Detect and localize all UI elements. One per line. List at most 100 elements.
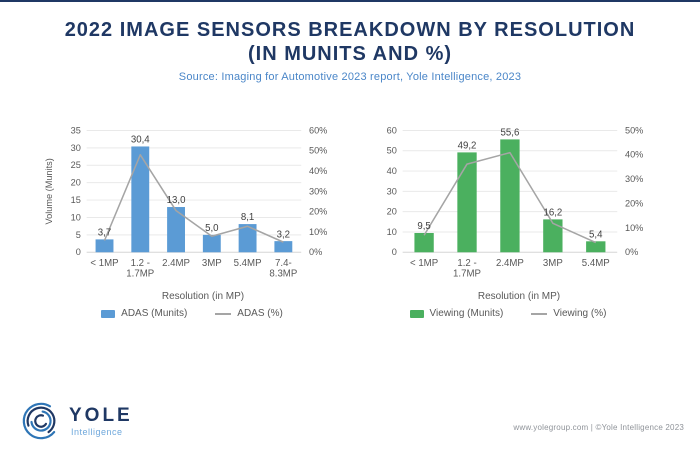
right-axis-ticks: 0% 10% 20% 30% 40% 50% 60% bbox=[309, 125, 327, 257]
svg-text:30: 30 bbox=[71, 143, 81, 153]
svg-text:10%: 10% bbox=[309, 227, 327, 237]
page-title: 2022 IMAGE SENSORS BREAKDOWN BY RESOLUTI… bbox=[0, 18, 700, 66]
bar bbox=[202, 234, 221, 253]
bars bbox=[95, 146, 293, 253]
adas-chart: 0 5 10 15 20 25 30 35 0% 10% 20% 30% 40% 50% 60% 3,7 30,… bbox=[44, 125, 327, 280]
svg-text:3MP: 3MP bbox=[543, 258, 563, 269]
svg-text:0: 0 bbox=[392, 247, 397, 257]
svg-text:10: 10 bbox=[387, 227, 397, 237]
bar bbox=[414, 232, 434, 253]
footer-credit: www.yolegroup.com | ©Yole Intelligence 2… bbox=[513, 423, 684, 432]
brand-name: YOLE bbox=[69, 404, 133, 426]
charts-row: 0 5 10 15 20 25 30 35 0% 10% 20% 30% 40% 50% 60% 3,7 30,… bbox=[0, 115, 700, 319]
svg-text:49,2: 49,2 bbox=[458, 141, 477, 152]
svg-text:3MP: 3MP bbox=[202, 258, 222, 269]
bar bbox=[457, 152, 477, 253]
viewing-x-axis-title: Resolution (in MP) bbox=[477, 291, 561, 302]
bar bbox=[95, 239, 114, 253]
right-axis-ticks: 0% 10% 20% 30% 40% 50% bbox=[625, 125, 643, 257]
svg-text:5: 5 bbox=[76, 230, 81, 240]
bar bbox=[238, 224, 257, 253]
adas-legend: ADAS (Munits) ADAS (%) bbox=[42, 308, 342, 319]
bar bbox=[543, 219, 563, 253]
svg-text:1.2 -1.7MP: 1.2 -1.7MP bbox=[126, 258, 154, 280]
left-axis-ticks: 0 10 20 30 40 50 60 bbox=[387, 125, 397, 257]
left-axis-ticks: 0 5 10 15 20 25 30 35 bbox=[71, 125, 81, 257]
bar bbox=[274, 241, 293, 253]
svg-text:25: 25 bbox=[71, 160, 81, 170]
svg-text:13,0: 13,0 bbox=[167, 195, 186, 206]
svg-text:55,6: 55,6 bbox=[501, 128, 520, 139]
adas-bar-legend-label: ADAS (Munits) bbox=[121, 308, 188, 319]
bar bbox=[167, 207, 185, 253]
svg-text:5,0: 5,0 bbox=[205, 223, 218, 234]
bar bbox=[500, 139, 520, 253]
bar bbox=[131, 146, 150, 253]
svg-text:0%: 0% bbox=[625, 247, 638, 257]
svg-text:35: 35 bbox=[71, 125, 81, 135]
svg-text:50%: 50% bbox=[309, 146, 327, 156]
svg-text:3,7: 3,7 bbox=[98, 228, 111, 239]
svg-text:60: 60 bbox=[387, 125, 397, 135]
svg-text:0%: 0% bbox=[309, 247, 322, 257]
x-axis-labels: < 1MP 1.2 -1.7MP 2.4MP 3MP 5.4MP 7.4-8.3MP bbox=[90, 258, 297, 280]
svg-text:< 1MP: < 1MP bbox=[410, 258, 438, 269]
svg-text:20: 20 bbox=[387, 207, 397, 217]
adas-bar-swatch bbox=[101, 309, 116, 318]
svg-text:5.4MP: 5.4MP bbox=[582, 258, 610, 269]
yole-logo: YOLE Intelligence bbox=[20, 400, 133, 442]
adas-line-legend-label: ADAS (%) bbox=[237, 308, 283, 319]
svg-text:20%: 20% bbox=[309, 207, 327, 217]
page-title-line1: 2022 IMAGE SENSORS BREAKDOWN BY RESOLUTI… bbox=[64, 19, 636, 41]
svg-text:60%: 60% bbox=[309, 125, 327, 135]
brand-subtitle: Intelligence bbox=[71, 426, 123, 437]
svg-text:30%: 30% bbox=[625, 174, 643, 184]
brand-text: YOLE Intelligence bbox=[69, 406, 133, 437]
svg-text:20: 20 bbox=[71, 178, 81, 188]
svg-text:5,4: 5,4 bbox=[589, 229, 603, 240]
bar-data-labels: 9,5 49,2 55,6 16,2 5,4 bbox=[417, 128, 603, 241]
svg-text:40: 40 bbox=[387, 166, 397, 176]
gridlines bbox=[86, 129, 302, 253]
viewing-legend: Viewing (Munits) Viewing (%) bbox=[358, 308, 658, 319]
svg-text:2.4MP: 2.4MP bbox=[162, 258, 190, 269]
svg-text:50%: 50% bbox=[625, 125, 643, 135]
svg-text:9,5: 9,5 bbox=[417, 221, 430, 232]
svg-text:7.4-8.3MP: 7.4-8.3MP bbox=[269, 258, 297, 280]
viewing-line-swatch bbox=[531, 312, 548, 315]
svg-text:10%: 10% bbox=[625, 223, 643, 233]
svg-text:40%: 40% bbox=[309, 166, 327, 176]
svg-text:30,4: 30,4 bbox=[131, 135, 150, 146]
y-axis-title: Volume (Munits) bbox=[44, 158, 54, 224]
svg-text:50: 50 bbox=[387, 146, 397, 156]
bars bbox=[414, 139, 606, 253]
bar-data-labels: 3,7 30,4 13,0 5,0 8,1 3,2 bbox=[98, 135, 290, 241]
svg-text:8,1: 8,1 bbox=[241, 212, 254, 223]
viewing-chart-block: 0 10 20 30 40 50 60 0% 10% 20% 30% 40% 50% 9,5 49,2 55,… bbox=[358, 115, 658, 319]
svg-text:5.4MP: 5.4MP bbox=[234, 258, 262, 269]
svg-text:2.4MP: 2.4MP bbox=[496, 258, 524, 269]
svg-text:3,2: 3,2 bbox=[277, 229, 290, 240]
svg-text:30: 30 bbox=[387, 186, 397, 196]
viewing-chart: 0 10 20 30 40 50 60 0% 10% 20% 30% 40% 50% 9,5 49,2 55,… bbox=[387, 125, 644, 280]
trend-line bbox=[103, 154, 284, 243]
adas-chart-block: 0 5 10 15 20 25 30 35 0% 10% 20% 30% 40% 50% 60% 3,7 30,… bbox=[42, 115, 342, 319]
svg-text:10: 10 bbox=[71, 212, 81, 222]
svg-text:15: 15 bbox=[71, 195, 81, 205]
bar bbox=[586, 241, 606, 253]
svg-text:1.2 -1.7MP: 1.2 -1.7MP bbox=[453, 258, 481, 280]
viewing-bar-legend-label: Viewing (Munits) bbox=[429, 308, 504, 319]
adas-x-axis-title: Resolution (in MP) bbox=[161, 291, 245, 302]
svg-text:16,2: 16,2 bbox=[543, 208, 562, 219]
viewing-bar-swatch bbox=[409, 309, 424, 318]
svg-text:< 1MP: < 1MP bbox=[90, 258, 118, 269]
x-axis-labels: < 1MP 1.2 -1.7MP 2.4MP 3MP 5.4MP bbox=[410, 258, 610, 280]
svg-text:40%: 40% bbox=[625, 150, 643, 160]
source-line: Source: Imaging for Automotive 2023 repo… bbox=[178, 71, 522, 83]
svg-text:0: 0 bbox=[76, 247, 81, 257]
svg-text:20%: 20% bbox=[625, 198, 643, 208]
page-title-line2: (IN MUNITS AND %) bbox=[247, 43, 453, 65]
viewing-line-legend-label: Viewing (%) bbox=[553, 308, 607, 319]
yole-logo-icon bbox=[22, 402, 60, 440]
